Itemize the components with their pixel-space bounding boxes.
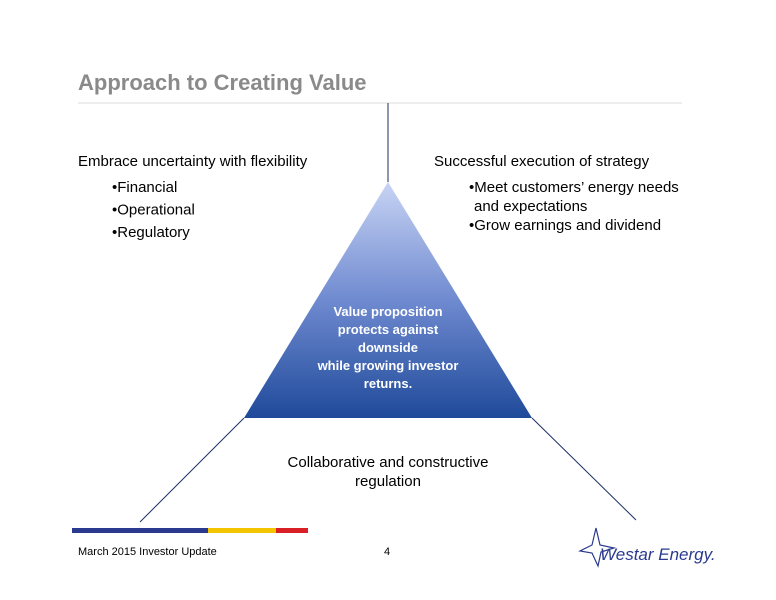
logo-star [578,527,617,568]
left-heading: Embrace uncertainty with flexibility [78,153,308,170]
bullet: •Regulatory [112,224,190,241]
center-line: protects against [338,322,439,337]
bullet: •Meet customers’ energy needs [469,179,679,196]
page-number: 4 [384,546,390,558]
right-heading: Successful execution of strategy [434,153,650,170]
bullet: •Operational [112,202,195,219]
bar-yellow [208,528,276,533]
center-line: returns. [364,376,412,391]
bar-red [276,528,308,533]
bullet: and expectations [474,198,587,215]
bullet: •Grow earnings and dividend [469,217,661,234]
logo: Westar Energy. [600,545,716,564]
center-line: downside [358,340,418,355]
title: Approach to Creating Value [78,70,367,95]
axis-line [139,417,245,523]
center-line: while growing investor [317,358,459,373]
center-line: Value proposition [333,304,442,319]
bottom-line: regulation [355,473,421,490]
triangle [244,182,532,418]
bottom-line: Collaborative and constructive [288,454,489,471]
footer-text: March 2015 Investor Update [78,546,217,558]
bullet: •Financial [112,179,177,196]
axis-line [531,417,637,521]
bar-blue [72,528,208,533]
